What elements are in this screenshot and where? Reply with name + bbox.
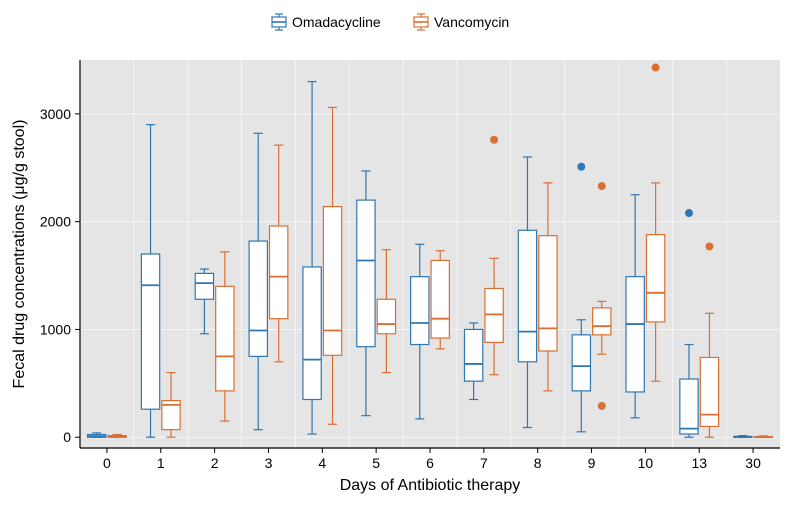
x-tick-label: 2 <box>211 455 219 471</box>
box-vanco <box>754 436 772 437</box>
y-tick-label: 2000 <box>40 214 71 230</box>
outlier-point <box>705 242 713 250</box>
x-tick-label: 13 <box>691 455 707 471</box>
legend-label: Vancomycin <box>434 14 509 30</box>
chart-container: 0 1 2 3 4 5 6 7 8 9 10 13 30 0 1000 2000 3000 Days of Ant… <box>0 0 800 506</box>
x-tick-label: 5 <box>372 455 380 471</box>
x-tick-label: 7 <box>480 455 488 471</box>
x-tick-label: 3 <box>265 455 273 471</box>
outlier-point <box>685 209 693 217</box>
outlier-point <box>598 182 606 190</box>
outlier-point <box>652 64 660 72</box>
y-tick-label: 3000 <box>40 106 71 122</box>
x-tick-label: 1 <box>157 455 165 471</box>
x-tick-label: 6 <box>426 455 434 471</box>
x-tick-label: 0 <box>103 455 111 471</box>
box-omada <box>734 436 752 438</box>
outlier-point <box>598 402 606 410</box>
x-tick-label: 30 <box>745 455 761 471</box>
x-tick-label: 9 <box>588 455 596 471</box>
outlier-point <box>577 163 585 171</box>
outlier-point <box>490 136 498 144</box>
x-axis-label: Days of Antibiotic therapy <box>340 477 521 494</box>
y-tick-label: 1000 <box>40 321 71 337</box>
legend-label: Omadacycline <box>292 14 381 30</box>
y-tick-label: 0 <box>63 429 71 445</box>
x-tick-label: 4 <box>318 455 326 471</box>
y-axis-label: Fecal drug concentrations (μg/g stool) <box>11 120 28 389</box>
x-tick-label: 10 <box>638 455 654 471</box>
box-vanco <box>431 251 449 349</box>
x-tick-label: 8 <box>534 455 542 471</box>
boxplot-chart: 0 1 2 3 4 5 6 7 8 9 10 13 30 0 1000 2000 3000 Days of Ant… <box>0 0 800 506</box>
plot-panel <box>80 60 780 448</box>
